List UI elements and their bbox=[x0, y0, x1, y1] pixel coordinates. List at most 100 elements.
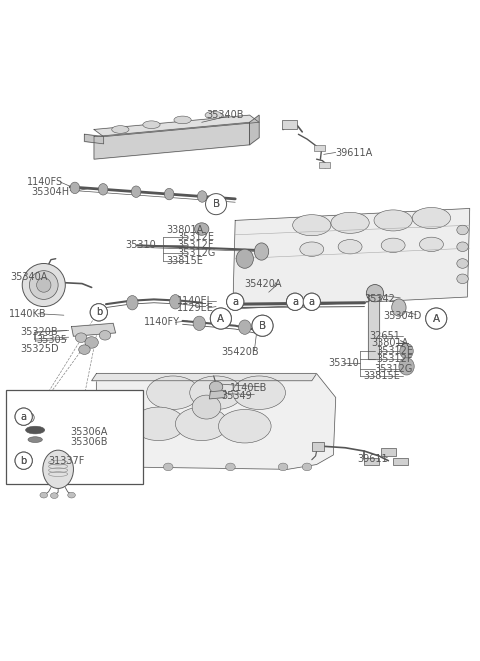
Ellipse shape bbox=[127, 295, 138, 310]
Polygon shape bbox=[250, 115, 259, 145]
Ellipse shape bbox=[278, 463, 288, 471]
Text: 35306B: 35306B bbox=[70, 436, 108, 447]
Text: 35312F: 35312F bbox=[376, 354, 413, 364]
Text: 35325D: 35325D bbox=[20, 344, 59, 354]
Text: A: A bbox=[217, 313, 225, 323]
Text: a: a bbox=[21, 412, 27, 422]
Text: A: A bbox=[432, 313, 440, 323]
Text: a: a bbox=[309, 297, 315, 307]
Ellipse shape bbox=[40, 492, 48, 498]
Ellipse shape bbox=[331, 212, 369, 233]
Ellipse shape bbox=[85, 336, 98, 348]
Text: 1140KB: 1140KB bbox=[9, 309, 47, 319]
Ellipse shape bbox=[457, 274, 468, 284]
Ellipse shape bbox=[457, 258, 468, 268]
Text: 39611A: 39611A bbox=[336, 149, 373, 159]
Text: A: A bbox=[217, 313, 225, 323]
Ellipse shape bbox=[79, 345, 90, 354]
Circle shape bbox=[90, 303, 108, 321]
Ellipse shape bbox=[25, 426, 45, 434]
Text: 1140FS: 1140FS bbox=[27, 177, 63, 187]
Ellipse shape bbox=[236, 249, 253, 268]
Ellipse shape bbox=[190, 376, 242, 409]
Ellipse shape bbox=[400, 344, 413, 359]
Ellipse shape bbox=[175, 407, 228, 441]
Ellipse shape bbox=[164, 188, 174, 200]
Text: b: b bbox=[96, 307, 102, 317]
Circle shape bbox=[287, 293, 304, 311]
Ellipse shape bbox=[147, 376, 199, 409]
Text: 35349: 35349 bbox=[221, 391, 252, 401]
Text: B: B bbox=[259, 321, 266, 330]
Text: 35420B: 35420B bbox=[221, 346, 259, 356]
Text: 35310: 35310 bbox=[125, 240, 156, 250]
Ellipse shape bbox=[239, 320, 251, 334]
Ellipse shape bbox=[392, 299, 406, 316]
Ellipse shape bbox=[36, 278, 51, 292]
Ellipse shape bbox=[209, 381, 223, 393]
Text: b: b bbox=[96, 307, 102, 317]
Text: 35340A: 35340A bbox=[10, 272, 48, 282]
Ellipse shape bbox=[143, 121, 160, 128]
Text: 35342: 35342 bbox=[364, 294, 396, 304]
Ellipse shape bbox=[338, 239, 362, 254]
Text: 1140FY: 1140FY bbox=[144, 317, 180, 327]
Bar bbox=[314, 145, 324, 151]
Ellipse shape bbox=[381, 238, 405, 253]
Text: 31337F: 31337F bbox=[48, 455, 85, 466]
Ellipse shape bbox=[174, 116, 191, 124]
Circle shape bbox=[15, 408, 32, 425]
Text: 33815E: 33815E bbox=[166, 256, 203, 266]
Text: 1140EJ: 1140EJ bbox=[177, 296, 210, 306]
Polygon shape bbox=[92, 373, 317, 381]
Bar bbox=[381, 448, 396, 456]
Text: 35312F: 35312F bbox=[178, 240, 214, 250]
Text: 35305: 35305 bbox=[36, 335, 68, 345]
Circle shape bbox=[205, 194, 227, 215]
Circle shape bbox=[15, 452, 32, 469]
Polygon shape bbox=[94, 122, 250, 159]
Text: 33815E: 33815E bbox=[363, 371, 400, 381]
Circle shape bbox=[252, 315, 273, 336]
Bar bbox=[319, 162, 329, 168]
Ellipse shape bbox=[457, 225, 468, 235]
Circle shape bbox=[210, 308, 231, 329]
Ellipse shape bbox=[68, 492, 75, 498]
Circle shape bbox=[15, 452, 32, 469]
Text: a: a bbox=[292, 297, 298, 307]
Ellipse shape bbox=[169, 295, 181, 309]
Text: 33801A: 33801A bbox=[372, 338, 409, 348]
Text: a: a bbox=[232, 297, 238, 307]
Ellipse shape bbox=[70, 182, 80, 194]
Bar bbox=[6, 391, 143, 484]
Ellipse shape bbox=[116, 463, 125, 471]
Ellipse shape bbox=[399, 358, 414, 375]
Ellipse shape bbox=[132, 407, 185, 441]
Polygon shape bbox=[96, 373, 336, 469]
Ellipse shape bbox=[218, 409, 271, 443]
Ellipse shape bbox=[254, 243, 269, 260]
Bar bbox=[393, 458, 408, 465]
Text: B: B bbox=[259, 321, 266, 330]
Bar bbox=[282, 120, 298, 130]
Text: B: B bbox=[213, 199, 220, 209]
Polygon shape bbox=[233, 208, 470, 309]
Ellipse shape bbox=[28, 437, 42, 442]
Ellipse shape bbox=[233, 376, 286, 409]
Ellipse shape bbox=[50, 492, 58, 498]
Text: 35312E: 35312E bbox=[376, 346, 413, 356]
Ellipse shape bbox=[374, 210, 412, 231]
Ellipse shape bbox=[205, 111, 222, 119]
Ellipse shape bbox=[98, 184, 108, 195]
Circle shape bbox=[22, 264, 65, 307]
Text: 35340B: 35340B bbox=[206, 110, 244, 120]
Circle shape bbox=[426, 308, 447, 329]
Ellipse shape bbox=[412, 208, 451, 229]
Ellipse shape bbox=[192, 395, 221, 419]
Text: 35312G: 35312G bbox=[374, 364, 412, 373]
Circle shape bbox=[15, 408, 32, 425]
Ellipse shape bbox=[163, 463, 173, 471]
Text: 35420A: 35420A bbox=[245, 278, 282, 289]
Ellipse shape bbox=[193, 316, 205, 330]
Ellipse shape bbox=[457, 242, 468, 252]
